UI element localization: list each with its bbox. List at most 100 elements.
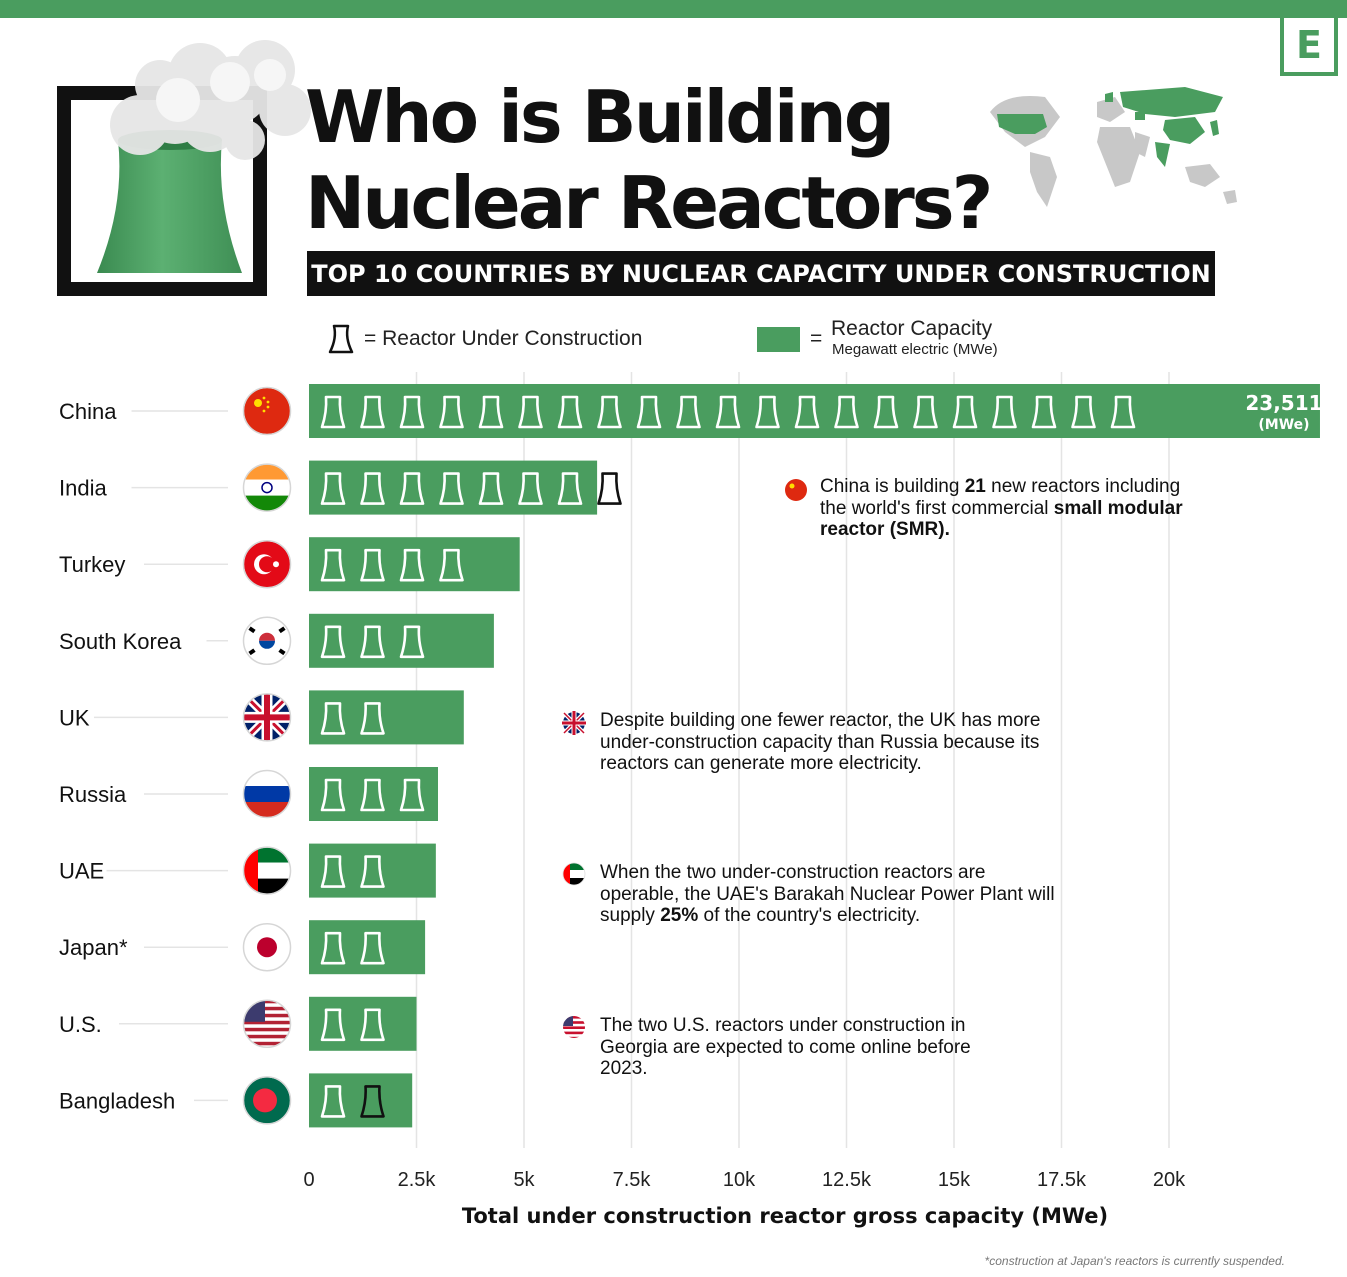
reactor-icon-china-18 — [992, 395, 1017, 429]
reactor-icon-uk-2 — [360, 702, 385, 735]
note-us: The two U.S. reactors under construction… — [600, 1015, 971, 1079]
x-axis-label: Total under construction reactor gross c… — [461, 1204, 1109, 1228]
bar-russia — [309, 767, 438, 821]
reactor-icon-india-1 — [320, 472, 346, 505]
note-uae-pre: When the two under-construction reactors… — [600, 862, 1055, 926]
title-line-2: Nuclear Reactors? — [305, 161, 993, 245]
flag-icon-u-s — [242, 999, 292, 1049]
reactor-icon-china-6 — [518, 395, 543, 429]
reactor-icon-china-7 — [557, 395, 583, 429]
china-flag-icon — [785, 479, 807, 501]
reactor-icon-china-12 — [755, 395, 780, 429]
reactor-icon-u-s-2 — [360, 1008, 385, 1042]
reactor-icon-china-15 — [873, 395, 899, 429]
x-tick-label-6: 15k — [938, 1169, 971, 1191]
value-label-0: 23,511 — [1245, 391, 1322, 415]
reactor-icon-russia-1 — [320, 778, 346, 812]
legend-capacity-sublabel: Megawatt electric (MWe) — [832, 341, 998, 358]
reactor-icon-japan-1 — [320, 931, 346, 965]
note-uae: When the two under-construction reactors… — [600, 862, 1060, 927]
x-tick-label-7: 17.5k — [1037, 1169, 1087, 1191]
row-label-south-korea: South Korea — [59, 629, 182, 654]
bar-india — [309, 460, 598, 515]
reactor-icon-uae-1 — [320, 855, 346, 888]
row-label-uk: UK — [59, 705, 90, 730]
bar-south-korea — [309, 613, 494, 668]
flag-icon-china — [242, 386, 292, 436]
reactor-icon-turkey-4 — [439, 548, 464, 582]
flag-icon-uae — [242, 846, 292, 895]
row-label-russia: Russia — [59, 782, 127, 807]
legend-capacity-equals: = — [810, 327, 823, 350]
reactor-icon-china-20 — [1071, 395, 1096, 429]
reactor-icon-china-2 — [360, 395, 385, 429]
note-uk: Despite building one fewer reactor, the … — [600, 710, 1041, 774]
note-china-pre: China is building — [820, 476, 965, 497]
reactor-icon-china-3 — [399, 395, 425, 429]
x-tick-label-0: 0 — [303, 1169, 314, 1191]
reactor-icon-china-10 — [676, 395, 701, 429]
reactor-icon-south-korea-3 — [399, 625, 425, 659]
reactor-icon-turkey-3 — [399, 548, 425, 582]
us-flag-icon — [563, 1016, 585, 1038]
uk-flag-icon — [562, 711, 586, 735]
reactor-icon-china-16 — [913, 395, 938, 429]
reactor-icon-china-8 — [597, 395, 622, 429]
bar-turkey — [309, 537, 520, 592]
x-tick-label-3: 7.5k — [613, 1169, 652, 1191]
brand-logo: E — [1280, 18, 1338, 76]
reactor-icon-china-4 — [439, 395, 464, 429]
legend-capacity-label: Reactor Capacity — [831, 317, 993, 340]
flag-icon-russia — [242, 769, 292, 819]
reactor-icon-china-11 — [715, 395, 741, 429]
reactor-icon-india-2 — [360, 472, 385, 505]
cooling-tower-icon — [97, 40, 311, 273]
reactor-icon-bangladesh-2 — [360, 1085, 385, 1118]
reactor-icon-india-3 — [399, 472, 425, 505]
reactor-icon-russia-2 — [360, 778, 385, 812]
value-unit-0: (MWe) — [1258, 417, 1309, 433]
legend-reactor-label: = Reactor Under Construction — [364, 327, 643, 350]
reactor-icon-india-6 — [518, 472, 543, 505]
reactor-icon-south-korea-2 — [360, 625, 385, 659]
bar-uk — [309, 690, 464, 745]
flag-icon-japan — [242, 922, 292, 972]
reactor-icon-india-8 — [597, 472, 622, 505]
reactor-legend-icon — [328, 324, 354, 354]
reactor-icon-china-13 — [794, 395, 820, 429]
row-label-uae: UAE — [59, 859, 104, 884]
bar-japan — [309, 920, 426, 975]
x-tick-label-8: 20k — [1153, 1169, 1186, 1191]
reactor-icon-china-19 — [1031, 395, 1057, 429]
reactor-icon-uk-1 — [320, 702, 346, 735]
title-line-1: Who is Building — [305, 75, 895, 159]
reactor-icon-russia-3 — [399, 778, 425, 812]
reactor-icon-japan-2 — [360, 931, 385, 965]
flag-icon-turkey — [242, 539, 292, 589]
reactor-icon-bangladesh-1 — [320, 1085, 346, 1118]
row-label-japan: Japan* — [59, 935, 128, 960]
reactor-icon-india-4 — [439, 472, 464, 505]
note-china-bold2: small modular reactor (SMR). — [820, 497, 1183, 541]
row-label-india: India — [59, 476, 107, 501]
x-tick-label-5: 12.5k — [822, 1169, 872, 1191]
x-tick-label-4: 10k — [723, 1169, 756, 1191]
reactor-icon-china-17 — [952, 395, 978, 429]
note-uae-bold: 25% — [660, 905, 699, 926]
reactor-icon-u-s-1 — [320, 1008, 346, 1042]
reactor-icon-china-9 — [636, 395, 662, 429]
note-china-mid: new reactors including the world's first… — [820, 476, 1181, 519]
reactor-icon-china-21 — [1110, 395, 1136, 429]
top-accent-bar — [0, 0, 1347, 18]
note-china-bold: 21 — [964, 476, 986, 497]
reactor-icon-south-korea-1 — [320, 625, 346, 659]
uae-flag-icon — [562, 862, 586, 886]
reactor-icon-china-14 — [834, 395, 859, 429]
x-tick-label-2: 5k — [513, 1169, 535, 1191]
note-china: China is building 21 new reactors includ… — [820, 476, 1200, 541]
page-title: Who is Building Nuclear Reactors? — [305, 74, 993, 246]
flag-icon-bangladesh — [242, 1076, 292, 1125]
reactor-icon-china-5 — [478, 395, 504, 429]
reactor-icon-turkey-1 — [320, 548, 346, 582]
